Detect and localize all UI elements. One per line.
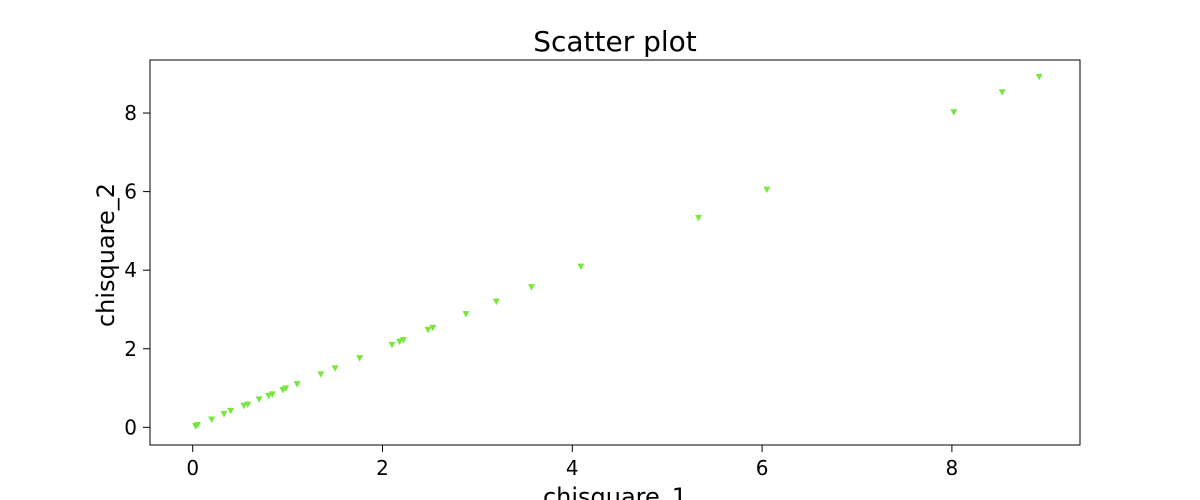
y-tick-label: 0	[124, 415, 137, 439]
scatter-point	[998, 89, 1006, 96]
scatter-point	[1035, 73, 1043, 81]
scatter-point	[317, 371, 325, 378]
y-axis-label: chisquare_2	[92, 183, 120, 327]
scatter-point	[193, 421, 201, 429]
y-tick-label: 2	[124, 337, 137, 361]
scatter-point	[356, 355, 364, 362]
scatter-point	[282, 385, 290, 392]
data-points	[192, 73, 1043, 430]
x-tick-label: 2	[376, 456, 389, 480]
scatter-point	[763, 186, 771, 194]
scatter-point	[527, 284, 535, 291]
x-tick-label: 8	[946, 456, 959, 480]
scatter-point	[462, 311, 470, 318]
plot-area-frame	[149, 59, 1081, 446]
scatter-point	[293, 381, 301, 388]
scatter-point	[331, 365, 339, 372]
scatter-point	[695, 214, 703, 222]
y-tick-label: 8	[124, 101, 137, 125]
scatter-point	[492, 298, 500, 306]
x-tick-label: 6	[756, 456, 769, 480]
scatter-point	[396, 338, 404, 346]
scatter-point	[429, 324, 437, 332]
x-tick-label: 4	[566, 456, 579, 480]
scatter-point	[950, 109, 958, 116]
y-axis-ticks: 0 2 4 6 8	[124, 101, 150, 439]
scatter-point	[240, 402, 248, 410]
x-axis-ticks: 0 2 4 6 8	[186, 445, 958, 480]
x-tick-label: 0	[186, 456, 199, 480]
y-tick-label: 6	[124, 180, 137, 204]
scatter-point	[255, 396, 263, 403]
scatter-point	[265, 392, 273, 400]
scatter-point	[399, 337, 407, 344]
scatter-point	[424, 326, 432, 334]
scatter-point	[220, 410, 228, 418]
scatter-point	[244, 401, 252, 409]
y-tick-label: 4	[124, 258, 137, 282]
scatter-point	[388, 341, 396, 349]
chart-title: Scatter plot	[533, 25, 697, 58]
scatter-point	[577, 263, 585, 271]
x-axis-label: chisquare_1	[543, 483, 687, 500]
scatter-point	[227, 407, 235, 415]
scatter-point	[208, 416, 216, 423]
scatter-point	[268, 391, 276, 398]
